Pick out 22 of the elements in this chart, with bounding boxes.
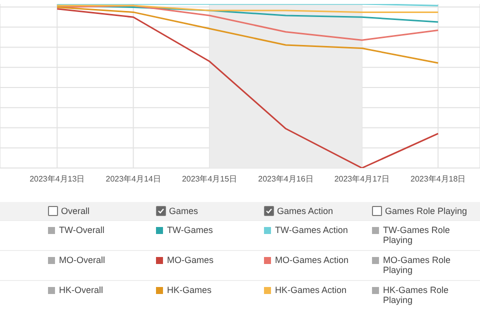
x-tick-label: 2023年4月13日	[30, 174, 85, 184]
legend-label: MO-Games Action	[275, 255, 349, 265]
legend-label: MO-Games Role Playing	[383, 255, 452, 275]
legend-label: TW-Games Action	[275, 225, 348, 235]
legend-label: MO-Games	[167, 255, 214, 265]
text: Overall	[61, 206, 90, 216]
x-tick-label: 2023年4月15日	[182, 174, 238, 184]
text: Games Action	[277, 206, 334, 216]
legend-label: HK-Games	[167, 285, 212, 295]
legend-label: TW-Games	[167, 225, 213, 235]
x-tick-label: 2023年4月18日	[410, 174, 466, 184]
text: Games	[169, 206, 198, 216]
legend-label: HK-Games Action	[275, 285, 347, 295]
x-tick-label: 2023年4月16日	[258, 174, 314, 184]
legend-label: MO-Overall	[59, 255, 106, 265]
text: Games Role Playing	[385, 206, 468, 216]
legend-label: TW-Games Role Playing	[383, 225, 451, 245]
x-tick-label: 2023年4月17日	[334, 174, 390, 184]
x-tick-label: 2023年4月14日	[106, 174, 161, 184]
legend-label: HK-Overall	[59, 285, 104, 295]
legend-label: HK-Games Role Playing	[383, 285, 450, 305]
legend-label: TW-Overall	[59, 225, 104, 235]
